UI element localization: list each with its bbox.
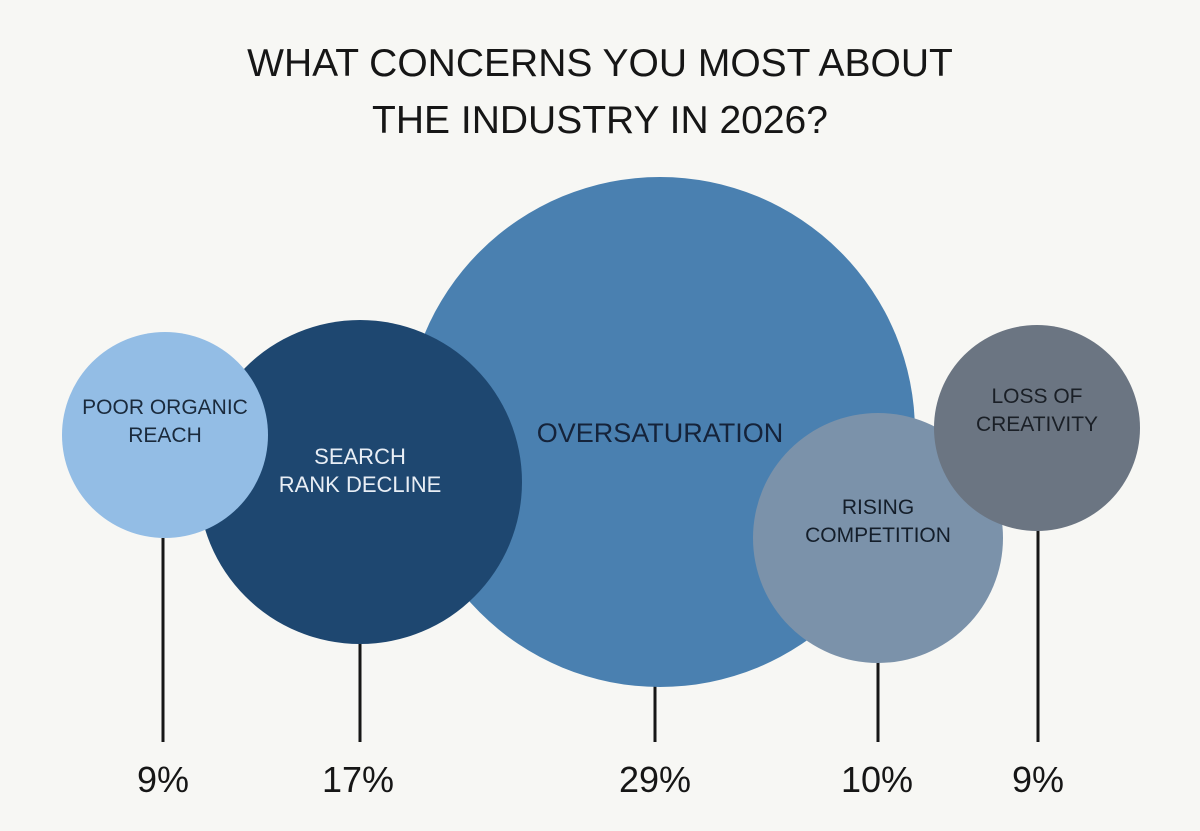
bubble-poor-organic-reach: POOR ORGANIC REACH [62, 332, 268, 538]
bubble-circle-rising-competition [753, 413, 1003, 663]
bubble-label-loss-of-creativity-1: LOSS OF [991, 385, 1082, 408]
percent-label-poor-organic-reach: 9% [137, 759, 189, 800]
bubble-search-rank-decline: SEARCH RANK DECLINE [198, 320, 522, 644]
bubble-label-poor-organic-reach-1: POOR ORGANIC [82, 396, 248, 419]
bubble-loss-of-creativity: LOSS OF CREATIVITY [934, 325, 1140, 531]
percent-labels: 29% 17% 9% 10% 9% [137, 759, 1064, 800]
bubble-label-rising-competition-2: COMPETITION [805, 524, 951, 547]
bubbles: OVERSATURATION SEARCH RANK DECLINE POOR ORG… [62, 177, 1140, 687]
bubble-label-search-rank-decline-1: SEARCH [314, 444, 406, 469]
chart-title-line-1: WHAT CONCERNS YOU MOST ABOUT [247, 42, 953, 85]
bubble-circle-search-rank-decline [198, 320, 522, 644]
percent-label-oversaturation: 29% [619, 759, 691, 800]
bubble-circle-poor-organic-reach [62, 332, 268, 538]
bubble-label-oversaturation-1: OVERSATURATION [537, 418, 784, 448]
leader-lines [161, 518, 1040, 742]
chart-title: WHAT CONCERNS YOU MOST ABOUT THE INDUSTR… [247, 42, 953, 142]
bubble-label-loss-of-creativity-2: CREATIVITY [976, 413, 1098, 436]
bubble-label-search-rank-decline-2: RANK DECLINE [279, 472, 442, 497]
bubble-rising-competition: RISING COMPETITION [753, 413, 1003, 663]
percent-label-search-rank-decline: 17% [322, 759, 394, 800]
bubble-label-rising-competition-1: RISING [842, 496, 914, 519]
percent-label-loss-of-creativity: 9% [1012, 759, 1064, 800]
bubble-circle-loss-of-creativity [934, 325, 1140, 531]
percent-label-rising-competition: 10% [841, 759, 913, 800]
chart-title-line-2: THE INDUSTRY IN 2026? [372, 99, 828, 142]
bubble-label-poor-organic-reach-2: REACH [128, 424, 202, 447]
